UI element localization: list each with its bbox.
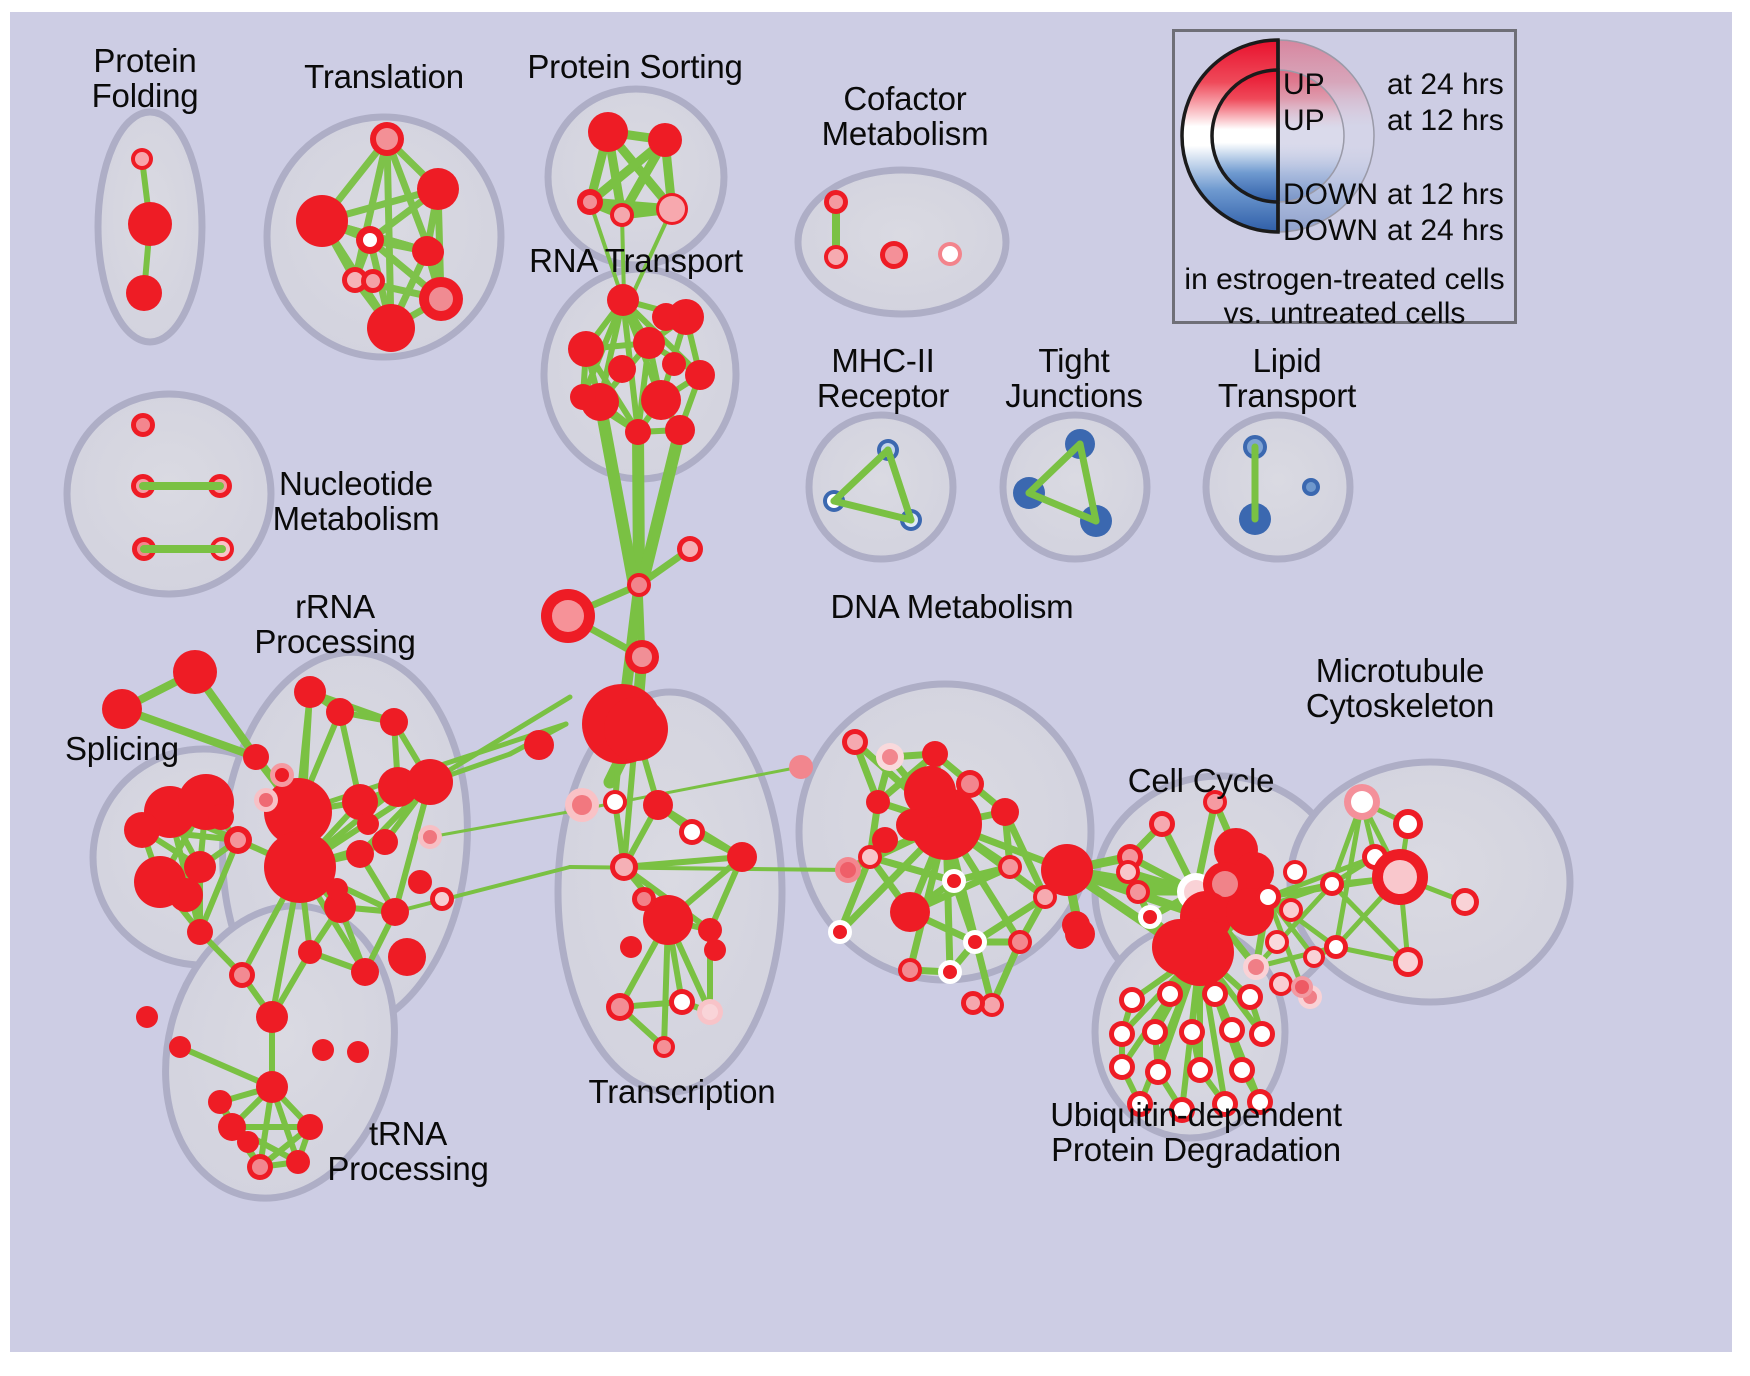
cluster-label-rrna-processing: rRNA Processing (254, 588, 416, 660)
legend-state-up-24: UP (1283, 68, 1325, 101)
legend-time-up-12: at 12 hrs (1387, 104, 1504, 137)
cluster-label-dna-metabolism: DNA Metabolism (830, 588, 1074, 625)
cluster-label-nucleotide-metabolism: Nucleotide Metabolism (272, 465, 440, 537)
cluster-label-microtubule-cytoskeleton: Microtubule Cytoskeleton (1305, 652, 1495, 724)
cluster-label-lipid-transport: Lipid Transport (1217, 342, 1357, 414)
legend-caption-line2: vs. untreated cells (1223, 297, 1466, 330)
legend-caption-line1: in estrogen-treated cells (1184, 263, 1505, 296)
cluster-label-mhc-ii-receptor: MHC-II Receptor (816, 342, 950, 414)
network-svg (63, 85, 1574, 1202)
cluster-label-rna-transport: RNA Transport (529, 242, 743, 279)
network-nodes (102, 112, 1479, 1180)
legend-time-down-24: at 24 hrs (1387, 214, 1504, 247)
hull-nucleotide (63, 390, 275, 598)
hull-transcription (554, 688, 786, 1096)
legend-time-up-24: at 24 hrs (1387, 68, 1504, 101)
hull-lipid-transport (1202, 411, 1354, 563)
cluster-label-translation: Translation (304, 58, 464, 95)
cluster-label-protein-sorting: Protein Sorting (527, 48, 743, 85)
legend-state-up-12: UP (1283, 104, 1325, 137)
cluster-label-trna-processing: tRNA Processing (327, 1115, 489, 1187)
nucleotide-edges (139, 482, 226, 553)
cluster-label-transcription: Transcription (588, 1073, 776, 1110)
legend-time-down-12: at 12 hrs (1387, 178, 1504, 211)
network-canvas: Protein Folding Translation Protein Sort… (10, 12, 1732, 1352)
legend-box: UP at 24 hrs UP at 12 hrs DOWN at 12 hrs… (1172, 29, 1517, 330)
mhc-tight-lipid-edges (830, 440, 1259, 525)
hull-mhc-ii (805, 411, 957, 563)
cluster-label-cofactor-metabolism: Cofactor Metabolism (821, 80, 989, 152)
cluster-label-protein-folding: Protein Folding (91, 42, 199, 114)
cluster-label-ubiquitin-protein-degradation: Ubiquitin-dependent Protein Degradation (1050, 1096, 1342, 1168)
cluster-label-cell-cycle: Cell Cycle (1127, 762, 1275, 799)
hull-cofactor (794, 166, 1010, 318)
legend-state-down-12: DOWN (1283, 178, 1378, 211)
cluster-label-splicing: Splicing (65, 730, 179, 767)
legend-glyph (1180, 38, 1375, 234)
cluster-label-tight-junctions: Tight Junctions (1005, 342, 1143, 414)
legend-state-down-24: DOWN (1283, 214, 1378, 247)
hull-protein-sorting (544, 85, 728, 269)
